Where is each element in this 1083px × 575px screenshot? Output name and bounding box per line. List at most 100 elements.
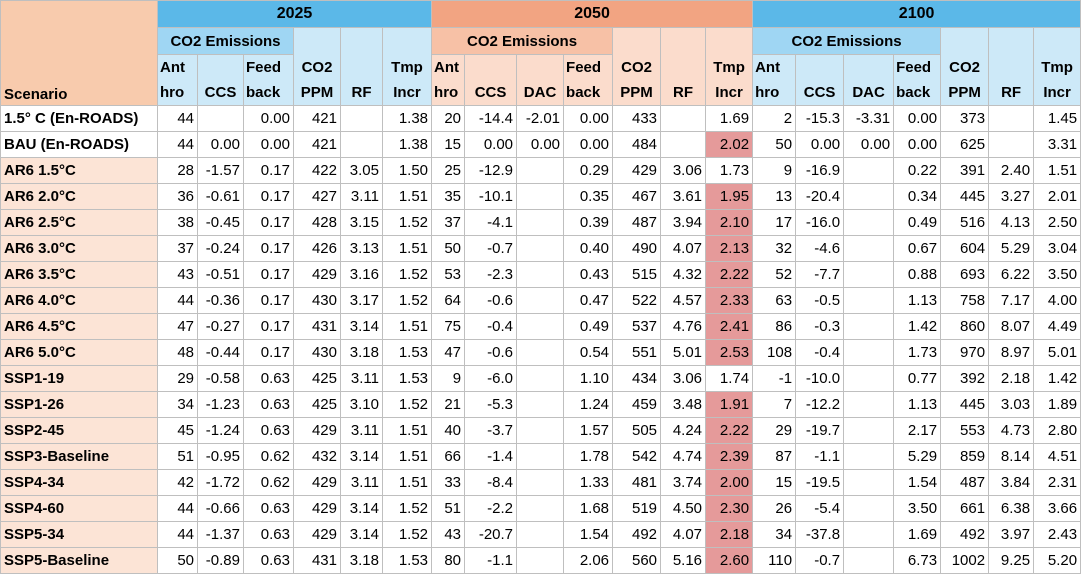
data-cell: -2.3 (464, 261, 518, 288)
data-cell: 428 (293, 209, 341, 236)
column-header: Feed back (563, 54, 614, 106)
column-header: Tmp Incr (705, 27, 754, 106)
data-cell: 505 (612, 417, 662, 444)
data-cell: 1.53 (381, 547, 433, 574)
data-cell: 4.73 (988, 417, 1035, 444)
data-cell: -0.27 (197, 313, 244, 340)
data-cell: 3.16 (340, 261, 383, 288)
data-cell: 28 (157, 157, 198, 184)
data-cell: 37 (431, 209, 466, 236)
data-cell: 5.29 (988, 235, 1035, 262)
data-cell: 0.62 (243, 469, 294, 496)
data-cell (340, 131, 383, 158)
column-header: CO2 PPM (940, 27, 990, 106)
data-cell: 34 (157, 391, 198, 418)
table-row: SSP1-19 29 -0.58 0.63 425 3.11 1.53 9 -6.0 1.10 43… (0, 365, 1082, 392)
data-cell: 1.73 (705, 157, 754, 184)
data-cell: 35 (431, 183, 466, 210)
data-cell: 4.13 (988, 209, 1035, 236)
data-cell: 45 (157, 417, 198, 444)
column-header: RF (340, 27, 383, 106)
data-cell: 7.17 (988, 287, 1035, 314)
data-cell: 3.74 (660, 469, 707, 496)
data-cell: 6.38 (988, 495, 1035, 522)
data-cell (516, 443, 565, 470)
data-cell: 1.51 (381, 417, 433, 444)
data-cell: 391 (940, 157, 990, 184)
scenario-name: AR6 5.0°C (0, 339, 158, 366)
data-cell (843, 495, 895, 522)
data-cell: -16.0 (795, 209, 845, 236)
table-row: SSP4-34 42 -1.72 0.62 429 3.11 1.51 33 -8.4 1.33 4… (0, 469, 1082, 496)
data-cell (516, 339, 565, 366)
data-cell: 2.50 (1033, 209, 1082, 236)
data-cell: -1.1 (464, 547, 518, 574)
data-cell: 2.31 (1033, 469, 1082, 496)
data-cell: 1.33 (563, 469, 614, 496)
data-cell: -1.1 (795, 443, 845, 470)
data-cell: 38 (157, 209, 198, 236)
data-cell: 44 (157, 521, 198, 548)
data-cell: 1.51 (1033, 157, 1082, 184)
data-cell: 15 (431, 131, 466, 158)
data-cell: 2.39 (705, 443, 754, 470)
data-cell: 1.91 (705, 391, 754, 418)
table-header: Scenario 2025 2050 2100 CO2 Emissions CO2 PPM… (0, 0, 1082, 106)
data-cell: 0.00 (893, 131, 942, 158)
data-cell: 25 (431, 157, 466, 184)
data-cell: -0.4 (795, 339, 845, 366)
data-cell (843, 547, 895, 574)
data-cell: -3.7 (464, 417, 518, 444)
data-cell (516, 157, 565, 184)
data-cell: 5.01 (1033, 339, 1082, 366)
data-cell: 3.18 (340, 547, 383, 574)
column-header: Feed back (893, 54, 942, 106)
data-cell: 3.17 (340, 287, 383, 314)
data-cell: 1.54 (563, 521, 614, 548)
data-cell: 0.00 (243, 105, 294, 132)
data-cell: 0.17 (243, 157, 294, 184)
data-cell: 50 (752, 131, 797, 158)
scenario-name: 1.5° C (En-ROADS) (0, 105, 158, 132)
data-cell: 0.77 (893, 365, 942, 392)
data-cell: 0.00 (893, 105, 942, 132)
data-cell: 40 (431, 417, 466, 444)
data-cell: -0.58 (197, 365, 244, 392)
data-cell: 0.88 (893, 261, 942, 288)
data-cell: -0.6 (464, 339, 518, 366)
data-cell (988, 131, 1035, 158)
column-header: CO2 PPM (612, 27, 662, 106)
data-cell: 492 (940, 521, 990, 548)
data-cell: 9 (431, 365, 466, 392)
data-cell: 43 (431, 521, 466, 548)
data-cell: 0.63 (243, 391, 294, 418)
data-cell: -14.4 (464, 105, 518, 132)
data-cell: -19.5 (795, 469, 845, 496)
data-cell: 431 (293, 313, 341, 340)
data-cell: 1.53 (381, 365, 433, 392)
data-cell: 47 (431, 339, 466, 366)
data-cell: 110 (752, 547, 797, 574)
year-header: 2025 (156, 0, 433, 28)
data-cell: 17 (752, 209, 797, 236)
data-cell: -10.0 (795, 365, 845, 392)
data-cell: 2.53 (705, 339, 754, 366)
data-cell: 1.54 (893, 469, 942, 496)
data-cell: 2.60 (705, 547, 754, 574)
data-cell: 4.32 (660, 261, 707, 288)
scenario-name: SSP5-34 (0, 521, 158, 548)
data-cell: -4.1 (464, 209, 518, 236)
data-cell: 4.00 (1033, 287, 1082, 314)
data-cell: -0.7 (464, 235, 518, 262)
data-cell: 515 (612, 261, 662, 288)
data-cell: 0.17 (243, 339, 294, 366)
table-row: AR6 4.0°C 44 -0.36 0.17 430 3.17 1.52 64 -0.6 0.4… (0, 287, 1082, 314)
data-cell: 0.00 (197, 131, 244, 158)
data-cell: 8.14 (988, 443, 1035, 470)
data-cell: 9.25 (988, 547, 1035, 574)
data-cell (516, 521, 565, 548)
data-cell: 516 (940, 209, 990, 236)
data-cell (660, 131, 707, 158)
data-cell: 32 (752, 235, 797, 262)
